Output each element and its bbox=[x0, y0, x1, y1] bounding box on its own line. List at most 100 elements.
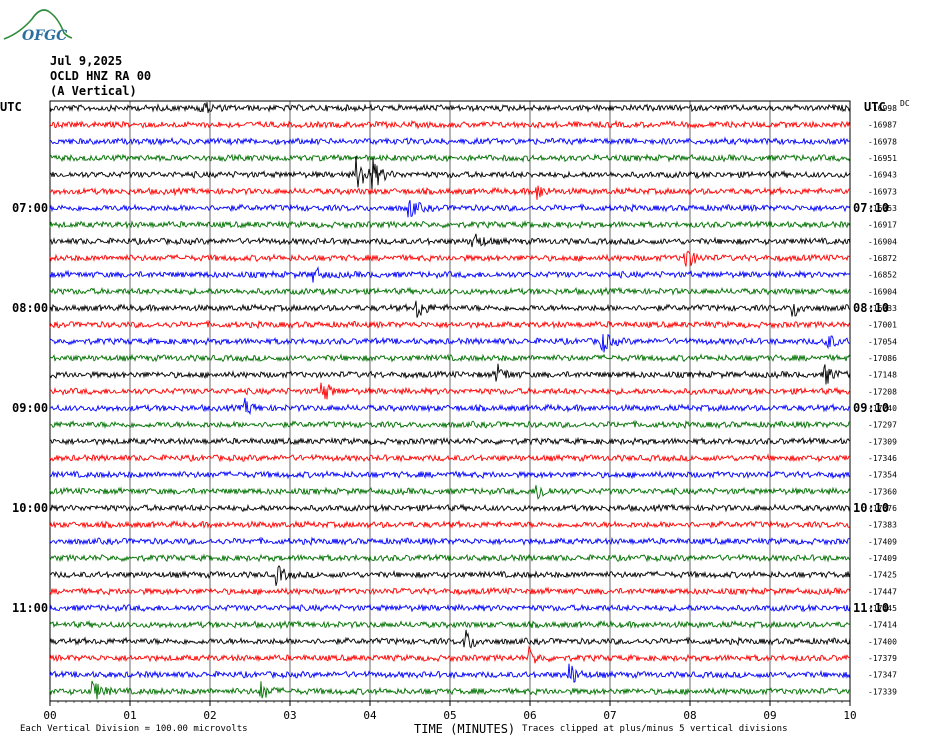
seismic-trace bbox=[49, 553, 851, 563]
seismic-trace bbox=[49, 619, 851, 630]
dc-offset-label: -16973 bbox=[868, 187, 897, 196]
dc-offset-label: -17414 bbox=[868, 621, 897, 630]
seismic-trace bbox=[49, 680, 851, 700]
dc-offset-label: -17383 bbox=[868, 521, 897, 530]
component-label: (A Vertical) bbox=[50, 84, 137, 98]
seismic-trace bbox=[49, 300, 851, 318]
right-time-label: 11:10 bbox=[853, 601, 889, 615]
seismic-trace bbox=[49, 485, 851, 500]
left-time-label: 10:00 bbox=[12, 501, 48, 515]
seismic-trace bbox=[49, 519, 851, 530]
dc-offset-label: -17354 bbox=[868, 471, 897, 480]
dc-offset-label: -16951 bbox=[868, 154, 897, 163]
x-tick-label: 04 bbox=[363, 709, 377, 722]
x-axis-title: TIME (MINUTES) bbox=[414, 722, 516, 736]
dc-offset-label: -17425 bbox=[868, 571, 897, 580]
seismic-trace bbox=[49, 603, 851, 613]
seismic-trace bbox=[49, 353, 851, 363]
dc-title: DC bbox=[900, 99, 910, 108]
seismic-trace bbox=[49, 565, 851, 586]
dc-offset-label: -17400 bbox=[868, 637, 897, 646]
x-tick-label: 01 bbox=[123, 709, 136, 722]
x-tick-label: 02 bbox=[203, 709, 216, 722]
dc-offset-label: -16933 bbox=[868, 304, 897, 313]
x-tick-label: 09 bbox=[763, 709, 776, 722]
dc-offset-label: -17447 bbox=[868, 587, 897, 596]
right-utc-title: UTC bbox=[864, 100, 886, 114]
dc-offset-label: -17001 bbox=[868, 321, 897, 330]
dc-offset-label: -16987 bbox=[868, 121, 897, 130]
dc-offset-label: -16904 bbox=[868, 287, 897, 296]
x-tick-label: 03 bbox=[283, 709, 296, 722]
seismic-trace bbox=[49, 536, 851, 546]
dc-offset-label: -16998 bbox=[868, 104, 897, 113]
dc-offset-label: -17297 bbox=[868, 421, 897, 430]
dc-offset-label: -17086 bbox=[868, 354, 897, 363]
seismic-trace bbox=[49, 453, 851, 463]
seismic-trace bbox=[49, 363, 851, 385]
seismic-trace bbox=[49, 220, 851, 230]
seismic-trace bbox=[49, 233, 851, 248]
scale-note: Each Vertical Division = 100.00 microvol… bbox=[20, 724, 248, 734]
clip-note: Traces clipped at plus/minus 5 vertical … bbox=[522, 724, 788, 734]
dc-offset-label: -16872 bbox=[868, 254, 897, 263]
seismic-trace bbox=[49, 419, 851, 430]
dc-offset-label: -17339 bbox=[868, 687, 897, 696]
seismic-trace bbox=[49, 586, 851, 597]
dc-offset-label: -16917 bbox=[868, 221, 897, 230]
seismic-trace bbox=[49, 250, 851, 267]
dc-offset-label: -16852 bbox=[868, 271, 897, 280]
seismic-trace bbox=[49, 286, 851, 297]
dc-offset-label: -16953 bbox=[868, 204, 897, 213]
dc-offset-label: -17148 bbox=[868, 371, 897, 380]
left-time-label: 07:00 bbox=[12, 201, 48, 215]
right-time-label: 10:10 bbox=[853, 501, 889, 515]
seismic-trace bbox=[49, 266, 851, 283]
right-time-label: 08:10 bbox=[853, 301, 889, 315]
seismic-trace bbox=[49, 319, 851, 330]
dc-offset-label: -17054 bbox=[868, 337, 897, 346]
dc-offset-label: -17360 bbox=[868, 487, 897, 496]
left-time-label: 08:00 bbox=[12, 301, 48, 315]
seismic-trace bbox=[49, 645, 851, 664]
dc-offset-label: -17309 bbox=[868, 437, 897, 446]
seismic-trace bbox=[49, 136, 851, 147]
seismic-trace bbox=[49, 470, 851, 480]
x-tick-label: 00 bbox=[43, 709, 56, 722]
dc-offset-label: -17376 bbox=[868, 504, 897, 513]
dc-offset-label: -17346 bbox=[868, 454, 897, 463]
right-time-label: 07:10 bbox=[853, 201, 889, 215]
x-tick-label: 05 bbox=[443, 709, 456, 722]
date-label: Jul 9,2025 bbox=[50, 54, 123, 68]
dc-offset-label: -17409 bbox=[868, 554, 897, 563]
seismic-trace bbox=[49, 503, 851, 513]
x-tick-label: 08 bbox=[683, 709, 696, 722]
seismic-trace bbox=[49, 663, 851, 683]
seismic-trace bbox=[49, 155, 851, 191]
seismic-trace bbox=[49, 436, 851, 446]
dc-offset-label: -17409 bbox=[868, 537, 897, 546]
dc-offset-label: -16943 bbox=[868, 171, 897, 180]
seismic-trace bbox=[49, 119, 851, 130]
ofgc-logo: OFGC bbox=[2, 3, 74, 47]
x-tick-label: 07 bbox=[603, 709, 616, 722]
seismic-trace bbox=[49, 629, 851, 649]
logo-mountain-icon: OFGC bbox=[3, 9, 73, 44]
right-time-label: 09:10 bbox=[853, 401, 889, 415]
seismic-trace bbox=[49, 200, 851, 218]
seismic-trace bbox=[49, 102, 851, 114]
seismic-trace bbox=[49, 153, 851, 163]
dc-offset-label: -17379 bbox=[868, 654, 897, 663]
x-tick-label: 06 bbox=[523, 709, 536, 722]
dc-offset-label: -17347 bbox=[868, 671, 897, 680]
left-time-label: 09:00 bbox=[12, 401, 48, 415]
dc-offset-label: -17240 bbox=[868, 404, 897, 413]
dc-offset-label: -17208 bbox=[868, 387, 897, 396]
dc-offset-label: -17445 bbox=[868, 604, 897, 613]
left-utc-title: UTC bbox=[0, 100, 22, 114]
dc-offset-label: -16904 bbox=[868, 237, 897, 246]
dc-offset-label: -16978 bbox=[868, 137, 897, 146]
station-label: OCLD HNZ RA 00 bbox=[50, 69, 152, 83]
logo-text: OFGC bbox=[22, 28, 67, 43]
